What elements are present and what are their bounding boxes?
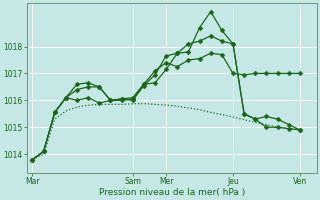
X-axis label: Pression niveau de la mer( hPa ): Pression niveau de la mer( hPa ): [99, 188, 245, 197]
